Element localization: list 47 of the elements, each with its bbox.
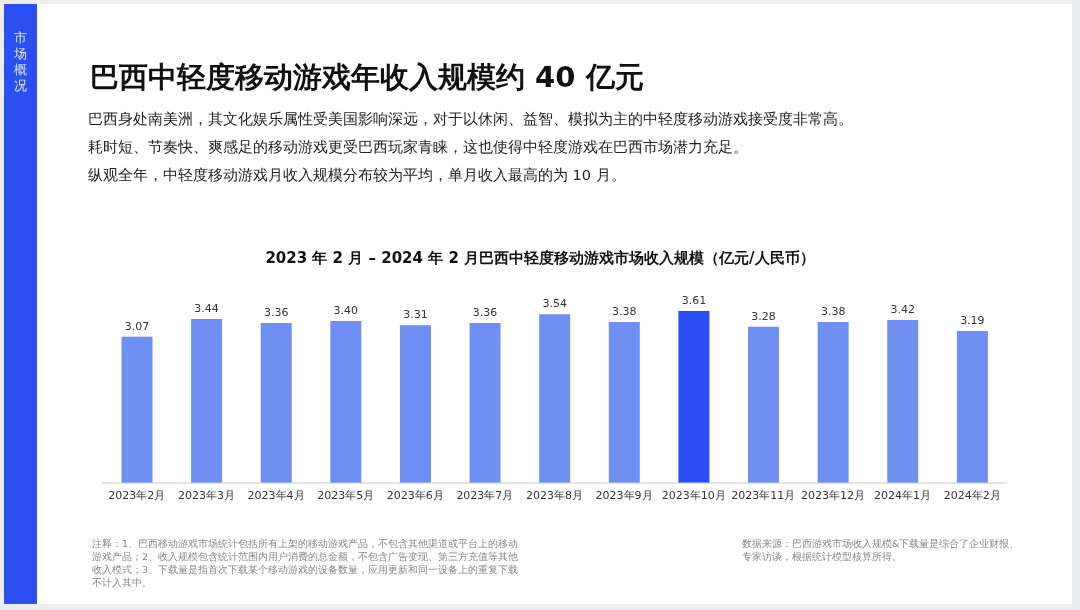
data-label: 3.54 bbox=[542, 297, 567, 311]
data-label: 3.19 bbox=[960, 314, 985, 328]
source-note: 数据来源：巴西游戏市场收入规模&下载量是综合了企业财报、专家访谈，根据统计模型核算所得。 bbox=[742, 537, 1021, 563]
data-label: 3.44 bbox=[194, 302, 219, 316]
bar bbox=[539, 314, 571, 483]
bar bbox=[956, 331, 988, 483]
x-tick-label: 2023年7月 bbox=[456, 488, 514, 502]
chart-title: 巴西中轻度移动游戏年收入规模约 40 亿元 bbox=[90, 59, 644, 96]
bar bbox=[330, 321, 362, 483]
data-label: 3.31 bbox=[403, 308, 428, 322]
bar bbox=[887, 320, 919, 483]
x-tick-label: 2023年11月 bbox=[731, 488, 796, 502]
text: 耗时短、节奏快、爽感足的移动游戏更受巴西玩家青睐，这也使得中轻度游戏在巴西市场潜力充足。 bbox=[88, 138, 748, 157]
text: 注释：1、巴西移动游戏市场统计包括所有上架的移动游戏产品，不包含其他渠道或平台上的移动游戏产品；2、收入规模包含统计范围内用户消费的总金额，不包含广告变现、第三方充值等其他收入模式；3、下载量是指首次下载某个移动游戏的设备数量，应用更新和同一设备上的重复下载不计入其中。 bbox=[92, 537, 520, 589]
data-label: 3.42 bbox=[890, 303, 916, 317]
bar bbox=[608, 321, 640, 483]
x-tick-label: 2023年12月 bbox=[800, 488, 865, 502]
bar bbox=[817, 321, 849, 483]
x-tick-label: 2023年10月 bbox=[661, 488, 726, 502]
chart-subtitle: 2023 年 2 月 – 2024 年 2 月巴西中轻度移动游戏市场收入规模（亿元/人民币） bbox=[264, 249, 816, 268]
x-tick-label: 2023年5月 bbox=[317, 488, 375, 502]
bar bbox=[399, 325, 431, 483]
x-tick-label: 2023年2月 bbox=[108, 488, 166, 502]
x-tick-label: 2024年1月 bbox=[874, 488, 932, 502]
text: 市场概况 bbox=[12, 30, 28, 94]
x-tick-label: 2024年2月 bbox=[943, 488, 1001, 502]
bar bbox=[748, 326, 780, 483]
bar bbox=[191, 319, 223, 483]
data-label: 3.28 bbox=[751, 309, 776, 323]
bar bbox=[678, 311, 710, 483]
data-label: 3.36 bbox=[472, 305, 498, 319]
bar bbox=[260, 322, 292, 483]
data-label: 3.38 bbox=[820, 304, 846, 318]
data-label: 3.40 bbox=[333, 304, 359, 318]
data-label: 3.38 bbox=[612, 304, 637, 318]
x-tick-label: 2023年8月 bbox=[526, 488, 583, 502]
bar bbox=[469, 322, 501, 483]
data-label: 3.61 bbox=[681, 294, 707, 307]
data-label: 3.07 bbox=[124, 319, 150, 333]
text: 纵观全年，中轻度移动游戏月收入规模分布较为平均，单月收入最高的为 10 月。 bbox=[88, 166, 626, 185]
x-tick-label: 2023年9月 bbox=[595, 488, 653, 502]
x-tick-label: 2023年6月 bbox=[386, 488, 444, 502]
x-tick-label: 2023年4月 bbox=[247, 488, 305, 502]
text: 巴西身处南美洲，其文化娱乐属性受美国影响深远，对于以休闲、益智、模拟为主的中轻度移动游戏接受度非常高。 bbox=[88, 110, 853, 129]
x-tick-label: 2023年3月 bbox=[177, 488, 235, 502]
bar bbox=[121, 336, 153, 483]
data-label: 3.36 bbox=[263, 305, 289, 319]
